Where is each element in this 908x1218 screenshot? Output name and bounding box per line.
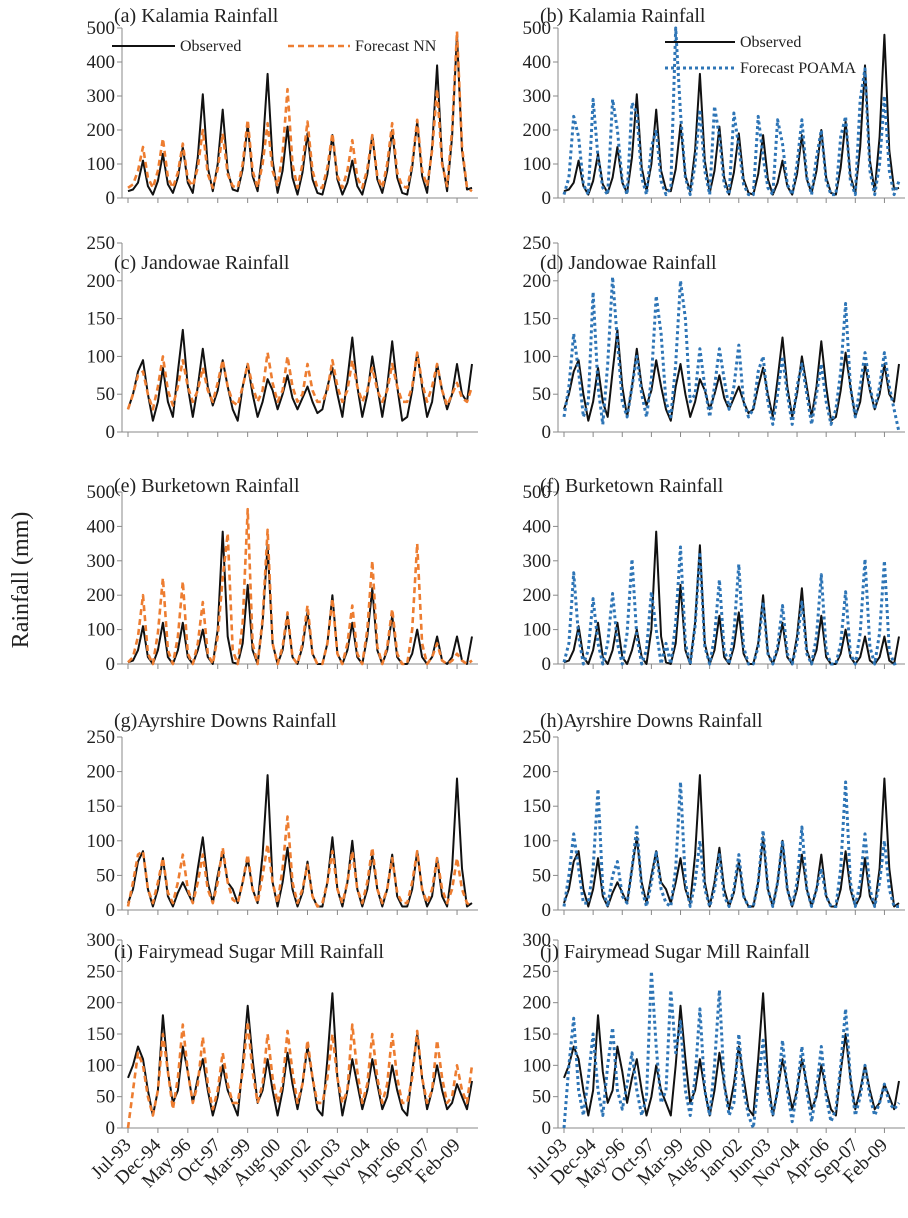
y-tick-label: 300	[523, 930, 552, 951]
y-tick-label: 100	[87, 346, 116, 367]
panel-title: (g)Ayrshire Downs Rainfall	[114, 710, 337, 732]
data-line	[126, 815, 473, 908]
y-tick-label: 200	[523, 120, 552, 141]
legend-label: Forecast NN	[355, 38, 437, 55]
y-tick-label: 400	[87, 516, 116, 537]
y-tick-label: 100	[523, 346, 552, 367]
panel-title: (b) Kalamia Rainfall	[540, 5, 706, 27]
y-tick-label: 150	[87, 1024, 116, 1045]
y-tick-label: 0	[542, 1118, 552, 1139]
y-tick-label: 250	[523, 233, 552, 254]
y-tick-label: 50	[532, 865, 551, 886]
y-tick-label: 150	[523, 796, 552, 817]
y-tick-label: 50	[96, 865, 115, 886]
y-tick-label: 400	[523, 516, 552, 537]
panel-title: (j) Fairymead Sugar Mill Rainfall	[540, 941, 810, 963]
y-tick-label: 300	[87, 551, 116, 572]
y-tick-label: 500	[523, 482, 552, 503]
legend-label: Observed	[740, 34, 801, 51]
y-tick-label: 0	[542, 422, 552, 443]
y-tick-label: 100	[523, 154, 552, 175]
data-line	[562, 275, 901, 433]
y-tick-label: 200	[87, 762, 116, 783]
y-tick-label: 0	[106, 900, 116, 921]
y-tick-label: 150	[87, 309, 116, 330]
y-tick-label: 300	[87, 86, 116, 107]
data-line	[126, 351, 474, 411]
y-tick-label: 300	[523, 86, 552, 107]
y-tick-label: 50	[532, 384, 551, 405]
data-line	[562, 969, 901, 1130]
y-tick-label: 200	[87, 993, 116, 1014]
y-tick-label: 200	[523, 993, 552, 1014]
panel-title: (f) Burketown Rainfall	[540, 475, 724, 497]
data-line	[562, 26, 901, 197]
y-tick-label: 0	[106, 188, 116, 209]
y-axis-label: Rainfall (mm)	[8, 512, 34, 649]
y-tick-label: 500	[87, 18, 116, 39]
panel-title: (e) Burketown Rainfall	[114, 475, 300, 497]
y-tick-label: 150	[523, 309, 552, 330]
data-line	[127, 774, 473, 908]
data-line	[562, 545, 900, 666]
y-tick-label: 0	[106, 1118, 116, 1139]
panel-title: (h)Ayrshire Downs Rainfall	[540, 710, 763, 732]
y-tick-label: 0	[106, 422, 116, 443]
data-line	[563, 33, 900, 196]
legend-label: Observed	[180, 38, 241, 55]
y-tick-label: 200	[523, 271, 552, 292]
panel-title: (a) Kalamia Rainfall	[114, 5, 279, 27]
y-tick-label: 250	[87, 727, 116, 748]
panel-title: (d) Jandowae Rainfall	[540, 252, 717, 274]
panel-title: (i) Fairymead Sugar Mill Rainfall	[114, 941, 384, 963]
data-line	[127, 507, 473, 666]
y-tick-label: 50	[96, 1087, 115, 1108]
y-tick-label: 400	[523, 52, 552, 73]
y-tick-label: 250	[523, 727, 552, 748]
y-tick-label: 150	[87, 796, 116, 817]
y-tick-label: 250	[87, 961, 116, 982]
y-tick-label: 100	[87, 154, 116, 175]
y-tick-label: 100	[87, 831, 116, 852]
y-tick-label: 100	[523, 1055, 552, 1076]
data-line	[127, 30, 473, 193]
y-tick-label: 500	[87, 482, 116, 503]
y-tick-label: 500	[523, 18, 552, 39]
y-tick-label: 200	[87, 120, 116, 141]
data-line	[563, 774, 900, 908]
y-tick-label: 250	[523, 961, 552, 982]
y-tick-label: 100	[523, 620, 552, 641]
y-tick-label: 50	[96, 384, 115, 405]
y-tick-label: 200	[87, 585, 116, 606]
y-tick-label: 0	[542, 900, 552, 921]
y-tick-label: 0	[542, 188, 552, 209]
y-tick-label: 100	[87, 620, 116, 641]
y-tick-label: 150	[523, 1024, 552, 1045]
data-line	[563, 992, 900, 1117]
panel-title: (c) Jandowae Rainfall	[114, 252, 290, 274]
y-tick-label: 0	[542, 654, 552, 675]
y-tick-label: 0	[106, 654, 116, 675]
y-tick-label: 100	[523, 831, 552, 852]
y-tick-label: 200	[87, 271, 116, 292]
legend-label: Forecast POAMA	[740, 60, 856, 77]
y-tick-label: 50	[532, 1087, 551, 1108]
y-tick-label: 400	[87, 52, 116, 73]
y-tick-label: 300	[87, 930, 116, 951]
y-tick-label: 300	[523, 551, 552, 572]
y-tick-label: 200	[523, 762, 552, 783]
y-tick-label: 250	[87, 233, 116, 254]
y-tick-label: 100	[87, 1055, 116, 1076]
y-tick-label: 200	[523, 585, 552, 606]
data-line	[126, 1020, 474, 1129]
data-line	[562, 780, 899, 908]
